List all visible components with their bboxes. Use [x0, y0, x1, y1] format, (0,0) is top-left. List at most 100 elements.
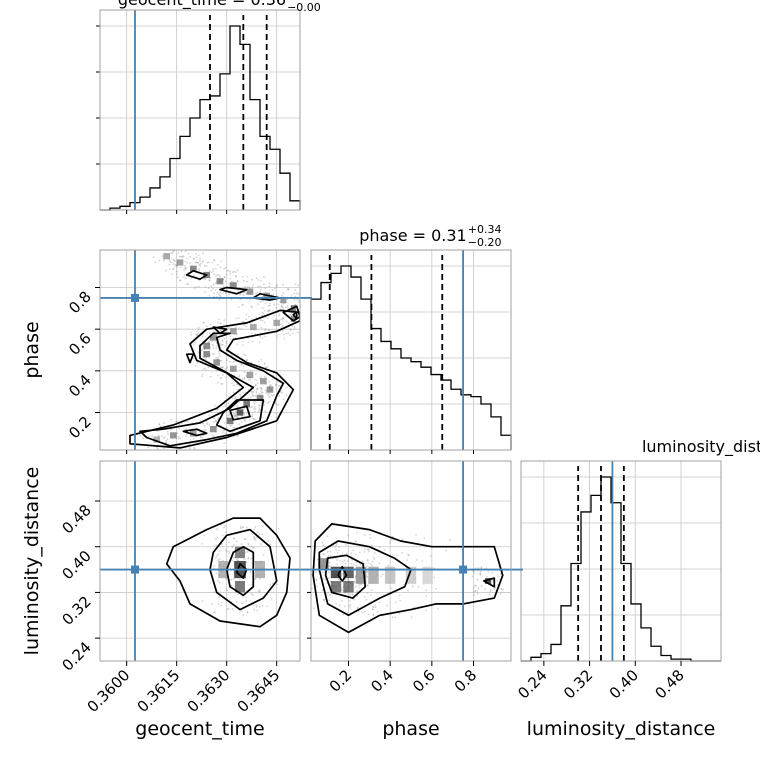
scatter-point — [203, 425, 206, 427]
scatter-point — [236, 405, 238, 407]
density-cell — [343, 581, 354, 593]
scatter-point — [346, 579, 349, 581]
scatter-point — [264, 287, 267, 290]
scatter-point — [221, 292, 224, 295]
scatter-point — [227, 402, 230, 405]
scatter-point — [201, 335, 204, 338]
scatter-point — [282, 317, 285, 319]
injection-marker — [459, 565, 468, 574]
scatter-point — [241, 415, 244, 417]
scatter-point — [228, 552, 231, 555]
scatter-point — [210, 289, 213, 292]
scatter-point — [249, 379, 252, 381]
scatter-point — [340, 600, 343, 602]
density-cell — [330, 581, 342, 593]
scatter-point — [285, 394, 288, 396]
scatter-point — [172, 258, 175, 261]
scatter-point — [278, 395, 281, 397]
scatter-point — [335, 549, 337, 552]
scatter-point — [225, 342, 228, 344]
scatter-point — [270, 597, 273, 600]
scatter-point — [243, 558, 246, 561]
scatter-point — [271, 581, 274, 584]
scatter-point — [281, 391, 283, 394]
density-cell — [230, 365, 237, 372]
scatter-point — [256, 387, 259, 389]
scatter-point — [258, 605, 261, 608]
scatter-point — [225, 273, 228, 276]
scatter-point — [295, 292, 298, 294]
tick-label-x: 0.8 — [451, 666, 481, 696]
scatter-point — [489, 590, 492, 593]
scatter-point — [226, 366, 229, 368]
scatter-point — [250, 593, 253, 595]
scatter-point — [266, 365, 269, 368]
scatter-point — [165, 442, 168, 444]
tick-label-y: 0.40 — [58, 547, 94, 583]
scatter-point — [210, 285, 213, 287]
scatter-point — [336, 551, 339, 554]
scatter-point — [204, 429, 207, 432]
scatter-point — [259, 319, 262, 322]
tick-label-x: 0.48 — [651, 666, 687, 702]
scatter-point — [212, 287, 214, 290]
scatter-point — [161, 435, 163, 437]
scatter-point — [472, 570, 475, 573]
scatter-point — [156, 246, 158, 248]
scatter-point — [285, 386, 288, 389]
scatter-point — [371, 608, 374, 611]
scatter-point — [226, 288, 228, 290]
scatter-point — [236, 269, 239, 272]
scatter-point — [236, 416, 239, 419]
density-cell — [368, 566, 379, 584]
scatter-point — [213, 259, 216, 262]
scatter-point — [186, 420, 189, 423]
scatter-point — [242, 614, 245, 616]
scatter-point — [328, 594, 331, 597]
scatter-point — [217, 374, 219, 377]
contour-line — [292, 311, 298, 320]
scatter-point — [215, 340, 218, 343]
axes-frame — [99, 249, 301, 451]
scatter-point — [168, 452, 170, 454]
scatter-point — [303, 294, 305, 296]
scatter-point — [349, 607, 352, 609]
scatter-point — [221, 405, 224, 408]
scatter-point — [429, 555, 432, 557]
scatter-point — [235, 275, 238, 278]
scatter-point — [496, 583, 499, 586]
scatter-point — [302, 328, 304, 330]
scatter-point — [217, 418, 219, 421]
scatter-point — [258, 578, 261, 580]
scatter-point — [238, 423, 241, 426]
scatter-point — [213, 435, 216, 438]
scatter-point — [212, 420, 215, 423]
scatter-point — [322, 544, 325, 547]
scatter-point — [268, 282, 271, 285]
scatter-point — [359, 564, 362, 566]
scatter-point — [213, 353, 215, 355]
contour-line — [219, 286, 248, 295]
scatter-point — [293, 298, 296, 301]
scatter-point — [184, 277, 187, 279]
scatter-point — [235, 271, 237, 273]
scatter-point — [231, 271, 234, 274]
scatter-point — [218, 298, 221, 301]
scatter-point — [212, 347, 215, 350]
scatter-point — [410, 616, 413, 619]
tick-label-x: 0.3600 — [84, 666, 134, 716]
scatter-point — [189, 255, 192, 258]
scatter-point — [285, 320, 288, 323]
scatter-point — [260, 358, 263, 361]
scatter-point — [180, 255, 183, 258]
scatter-point — [174, 264, 177, 266]
scatter-point — [329, 555, 332, 557]
scatter-point — [235, 415, 238, 418]
scatter-point — [275, 383, 278, 386]
scatter-point — [259, 300, 262, 303]
scatter-point — [216, 554, 219, 557]
scatter-point — [209, 323, 212, 326]
scatter-point — [303, 323, 305, 325]
scatter-point — [261, 533, 264, 536]
tick-label-x: 0.3645 — [234, 666, 284, 716]
